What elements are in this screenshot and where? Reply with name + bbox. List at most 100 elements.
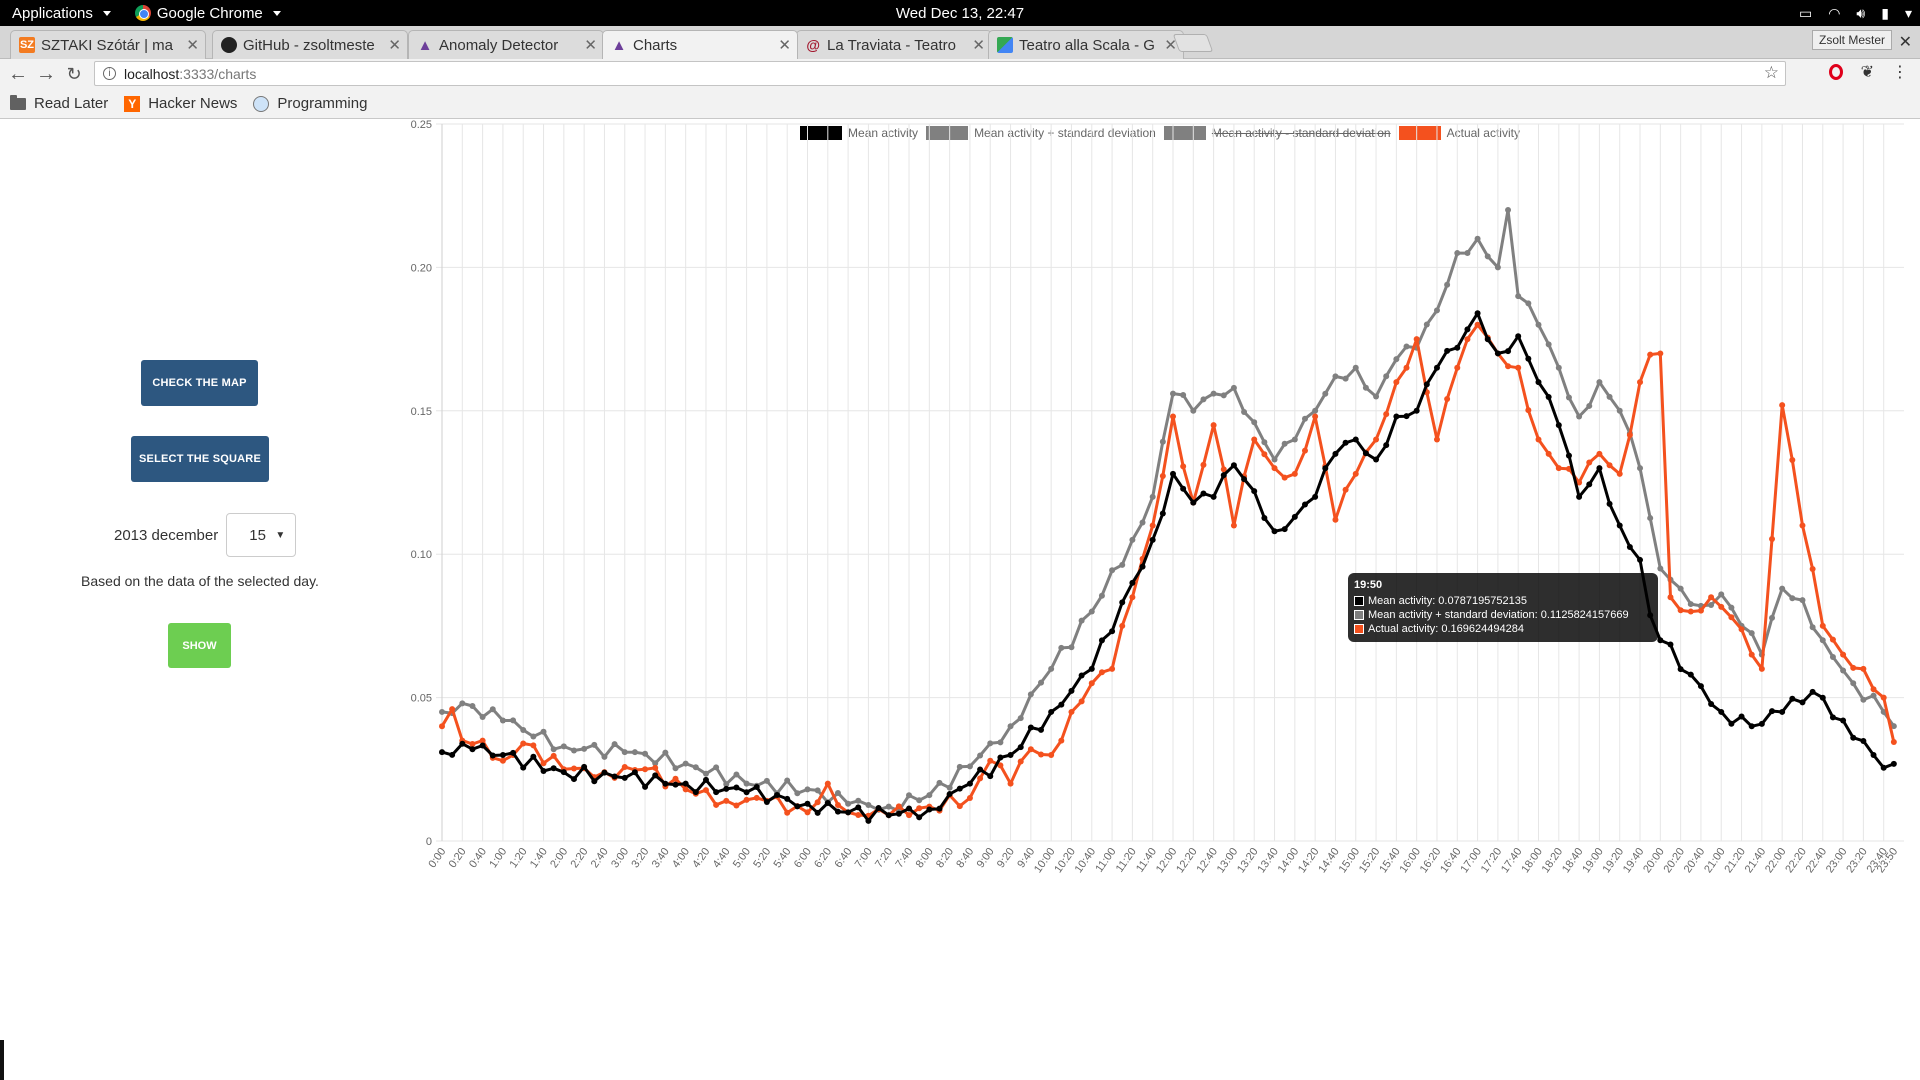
data-point bbox=[1697, 683, 1704, 690]
opera-icon[interactable] bbox=[1828, 64, 1843, 80]
legend-item-actual[interactable]: Actual activity bbox=[1398, 126, 1520, 140]
chrome-menu-icon[interactable]: ⋮ bbox=[1892, 64, 1908, 81]
close-icon[interactable]: ✕ bbox=[186, 37, 199, 54]
data-point bbox=[1860, 696, 1867, 703]
data-point bbox=[1616, 470, 1623, 477]
volume-icon[interactable]: 🔊︎ bbox=[1856, 4, 1866, 21]
data-point bbox=[916, 805, 923, 812]
address-bar[interactable]: i localhost:3333/charts ☆ bbox=[94, 61, 1786, 86]
data-point bbox=[1769, 536, 1776, 543]
data-point bbox=[560, 769, 567, 776]
close-icon[interactable]: ✕ bbox=[388, 37, 401, 54]
window-close-icon[interactable]: ✕ bbox=[1898, 34, 1912, 51]
data-point bbox=[1840, 651, 1847, 658]
data-point bbox=[1565, 394, 1572, 401]
data-point bbox=[1758, 665, 1765, 672]
data-point bbox=[1799, 699, 1806, 706]
new-tab-button[interactable] bbox=[1172, 34, 1214, 52]
data-point bbox=[499, 717, 506, 724]
data-point bbox=[1738, 713, 1745, 720]
bookmark-programming[interactable]: Programming bbox=[253, 95, 367, 112]
y-tick-label: 0.15 bbox=[411, 406, 432, 418]
data-point bbox=[1149, 536, 1156, 543]
x-tick-label: 20:00 bbox=[1641, 846, 1667, 875]
wifi-icon[interactable]: ◠ bbox=[1828, 4, 1841, 21]
tooltip-row-text: Mean activity + standard deviation: 0.11… bbox=[1368, 609, 1629, 621]
data-point bbox=[1017, 744, 1024, 751]
forward-arrow-icon[interactable]: → bbox=[36, 62, 56, 85]
data-point bbox=[1190, 499, 1197, 506]
profile-button[interactable]: Zsolt Mester bbox=[1811, 30, 1892, 50]
data-point bbox=[1657, 565, 1664, 572]
data-point bbox=[1352, 470, 1359, 477]
back-arrow-icon[interactable]: ← bbox=[8, 62, 28, 85]
tab-github[interactable]: GitHub - zsoltmeste ✕ bbox=[212, 30, 408, 59]
tab-sztaki[interactable]: SZ SZTAKI Szótár | ma ✕ bbox=[10, 30, 206, 59]
data-point bbox=[743, 796, 750, 803]
data-point bbox=[1525, 407, 1532, 414]
display-icon[interactable]: ▭ bbox=[1798, 4, 1813, 21]
legend-item-mean-plus-std[interactable]: Mean activity + standard deviation bbox=[926, 126, 1156, 140]
data-point bbox=[672, 775, 679, 782]
data-point bbox=[1129, 594, 1136, 601]
close-icon[interactable]: ✕ bbox=[584, 37, 597, 54]
app-menu[interactable]: Google Chrome bbox=[123, 0, 293, 26]
data-point bbox=[926, 806, 933, 813]
battery-icon[interactable]: ▮ bbox=[1881, 4, 1889, 21]
system-tray[interactable]: ▭ ◠ 🔊︎ ▮ ▾ bbox=[1799, 0, 1912, 26]
tab-anomaly-detector[interactable]: ▲ Anomaly Detector ✕ bbox=[408, 30, 604, 59]
activity-chart[interactable]: Mean activity Mean activity + standard d… bbox=[400, 120, 1920, 1080]
data-point bbox=[1433, 307, 1440, 314]
x-tick-label: 12:20 bbox=[1174, 846, 1200, 875]
data-point bbox=[1464, 326, 1471, 333]
close-icon[interactable]: ✕ bbox=[972, 37, 985, 54]
power-menu-chevron-icon[interactable]: ▾ bbox=[1904, 4, 1912, 21]
data-point bbox=[489, 752, 496, 759]
chart-canvas[interactable]: 0:000:200:401:001:201:402:002:202:403:00… bbox=[400, 120, 1920, 1080]
info-icon[interactable]: i bbox=[103, 67, 116, 80]
data-point bbox=[1373, 393, 1380, 400]
bookmark-hacker-news[interactable]: Y Hacker News bbox=[124, 95, 237, 112]
legend-item-mean[interactable]: Mean activity bbox=[800, 126, 918, 140]
tab-teatro-alla-scala[interactable]: Teatro alla Scala - G ✕ bbox=[988, 30, 1184, 59]
extension-icon[interactable]: ❦ bbox=[1860, 64, 1874, 81]
data-point bbox=[1829, 653, 1836, 660]
close-icon[interactable]: ✕ bbox=[1164, 37, 1177, 54]
data-point bbox=[1362, 450, 1369, 457]
data-point bbox=[1251, 488, 1258, 495]
select-the-square-button[interactable]: SELECT THE SQUARE bbox=[131, 436, 269, 482]
close-icon[interactable]: ✕ bbox=[778, 37, 791, 54]
legend-item-mean-minus-std[interactable]: Mean activity - standard deviation bbox=[1163, 126, 1391, 140]
x-tick-label: 2:00 bbox=[548, 846, 570, 870]
data-point bbox=[1281, 526, 1288, 533]
data-point bbox=[479, 737, 486, 744]
data-point bbox=[1261, 451, 1268, 458]
check-the-map-button[interactable]: CHECK THE MAP bbox=[141, 360, 258, 406]
show-button[interactable]: SHOW bbox=[168, 623, 231, 668]
bookmark-star-icon[interactable]: ☆ bbox=[1763, 63, 1779, 82]
data-point bbox=[1007, 751, 1014, 758]
tab-la-traviata[interactable]: @ La Traviata - Teatro ✕ bbox=[796, 30, 992, 59]
data-point bbox=[916, 797, 923, 804]
x-tick-label: 12:00 bbox=[1154, 846, 1180, 875]
data-point bbox=[1068, 687, 1075, 694]
data-point bbox=[1342, 375, 1349, 382]
data-point bbox=[1637, 379, 1644, 386]
bookmark-read-later[interactable]: Read Later bbox=[10, 94, 109, 112]
tab-charts[interactable]: ▲ Charts ✕ bbox=[602, 30, 798, 59]
tooltip-row: Mean activity + standard deviation: 0.11… bbox=[1354, 608, 1652, 622]
day-select[interactable]: 15 ▼ bbox=[226, 513, 297, 557]
data-point bbox=[1291, 436, 1298, 443]
applications-menu[interactable]: Applications bbox=[0, 0, 123, 26]
data-point bbox=[662, 749, 669, 756]
data-point bbox=[804, 800, 811, 807]
reload-icon[interactable]: ↻ bbox=[66, 63, 82, 84]
data-point bbox=[1728, 614, 1735, 621]
data-point bbox=[652, 764, 659, 771]
data-point bbox=[1088, 608, 1095, 615]
bookmark-label: Read Later bbox=[34, 95, 109, 112]
data-point bbox=[1494, 350, 1501, 357]
url-host: localhost bbox=[124, 65, 180, 82]
data-point bbox=[1515, 333, 1522, 340]
data-point bbox=[692, 789, 699, 796]
